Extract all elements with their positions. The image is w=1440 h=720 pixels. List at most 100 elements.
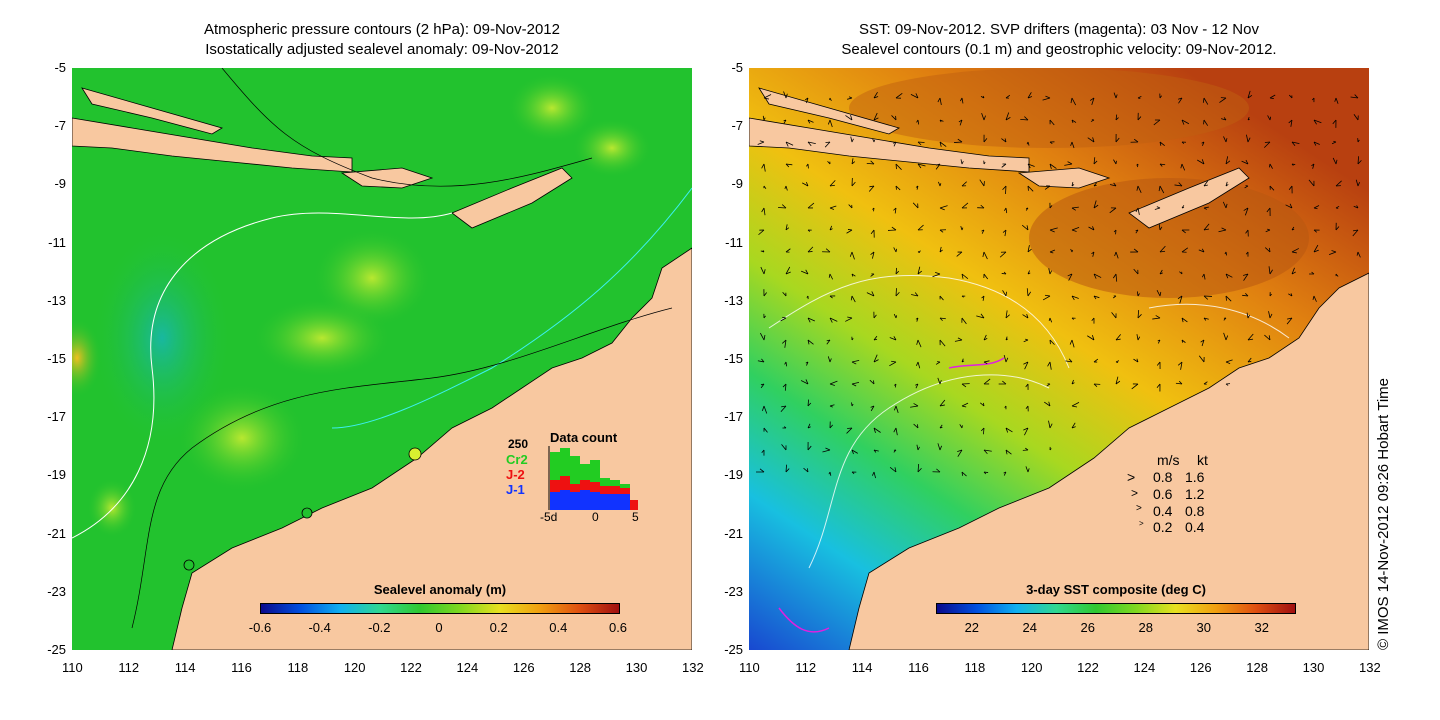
velocity-arrow	[1291, 267, 1296, 275]
velocity-arrow	[979, 179, 985, 187]
velocity-arrow	[1286, 317, 1293, 325]
velocity-arrow	[1156, 290, 1162, 297]
velocity-arrow	[998, 380, 1007, 385]
velocity-arrow	[763, 289, 767, 297]
velocity-arrow	[1025, 383, 1029, 390]
sumba-island	[1017, 167, 1111, 189]
velocity-arrow	[939, 339, 946, 347]
velocity-arrow	[932, 468, 941, 473]
velocity-arrow	[1269, 292, 1272, 297]
velocity-arrow	[1025, 466, 1030, 473]
lon-tick-label: 116	[908, 660, 929, 675]
velocity-arrow	[1113, 229, 1117, 235]
velocity-arrow	[935, 163, 941, 170]
velocity-arrow	[1093, 157, 1098, 165]
velocity-arrow	[1111, 312, 1117, 319]
velocity-arrow	[1264, 141, 1271, 148]
velocity-arrow	[895, 267, 900, 275]
lat-tick-label: -9	[54, 176, 66, 192]
lon-tick-label: 122	[1077, 660, 1099, 675]
velocity-arrow	[961, 273, 969, 280]
velocity-arrow	[916, 339, 922, 348]
velocity-arrow	[762, 115, 766, 121]
tide-gauge-marker	[301, 507, 313, 519]
sealevel-contour	[1148, 303, 1290, 339]
velocity-arrow	[959, 424, 963, 429]
velocity-arrow	[1353, 205, 1359, 209]
velocity-arrow	[1093, 273, 1102, 279]
velocity-arrow	[851, 158, 856, 165]
velocity-arrow	[1245, 229, 1249, 237]
velocity-arrow	[1089, 97, 1095, 106]
velocity-arrow	[1049, 249, 1056, 254]
velocity-arrow	[960, 159, 964, 165]
velocity-arrow	[873, 354, 879, 363]
velocity-arrow	[1223, 136, 1228, 143]
warm-sst-patch	[849, 68, 1249, 148]
sealevel-colorbar	[260, 603, 620, 614]
velocity-arrow	[939, 119, 944, 123]
velocity-arrow	[827, 161, 831, 165]
inset-xtick: 5	[632, 510, 639, 524]
velocity-arrow	[1087, 335, 1095, 341]
velocity-arrow	[1200, 339, 1205, 347]
high-anomaly-patch	[507, 73, 597, 143]
velocity-arrow	[1022, 447, 1029, 451]
velocity-arrow	[800, 379, 809, 385]
velocity-arrow	[1042, 95, 1051, 101]
left-title-line2: Isostatically adjusted sealevel anomaly:…	[205, 41, 559, 58]
velocity-arrow	[1247, 90, 1253, 99]
velocity-arrow	[939, 424, 943, 429]
velocity-legend-ms: 0.8	[1153, 469, 1173, 485]
velocity-arrow	[851, 359, 860, 365]
velocity-arrow	[785, 141, 794, 147]
velocity-arrow	[1334, 97, 1339, 104]
velocity-arrow	[1312, 295, 1317, 302]
velocity-arrow	[822, 447, 831, 453]
velocity-arrow	[1247, 117, 1250, 121]
velocity-arrow	[1005, 94, 1011, 99]
velocity-arrow	[939, 246, 943, 253]
velocity-arrow	[1043, 401, 1051, 407]
velocity-arrow	[873, 427, 881, 434]
velocity-arrow	[1241, 159, 1249, 165]
velocity-arrow	[782, 339, 787, 348]
lon-tick-label: 110	[62, 660, 83, 675]
lat-tick-label: -17	[47, 409, 66, 425]
velocity-arrow	[1001, 271, 1007, 275]
velocity-arrow	[1093, 295, 1100, 300]
warm-sst-patch	[1029, 178, 1309, 298]
velocity-arrow	[806, 163, 809, 169]
velocity-arrow	[1044, 185, 1051, 190]
velocity-arrow	[870, 273, 875, 277]
velocity-arrow	[762, 405, 768, 414]
velocity-arrow	[824, 141, 831, 148]
velocity-arrow	[981, 295, 985, 301]
velocity-legend-ms: 0.6	[1153, 486, 1173, 502]
lat-tick-label: -7	[731, 118, 743, 134]
velocity-arrow	[1328, 250, 1337, 255]
velocity-arrow	[761, 207, 766, 216]
velocity-arrow	[935, 361, 941, 365]
colorbar-tick-label: 30	[1196, 620, 1212, 635]
velocity-arrow	[1335, 222, 1340, 231]
velocity-arrow	[1159, 269, 1163, 275]
velocity-arrow	[780, 316, 787, 322]
sumba-island	[340, 167, 434, 189]
velocity-arrow	[1313, 244, 1319, 253]
velocity-arrow	[851, 471, 857, 475]
velocity-arrow	[1203, 381, 1208, 385]
velocity-arrow	[1042, 294, 1051, 301]
velocity-arrow	[1245, 251, 1249, 257]
velocity-arrow	[917, 141, 925, 146]
velocity-arrow	[1093, 182, 1097, 187]
velocity-arrow	[1247, 357, 1252, 363]
velocity-arrow	[1201, 273, 1206, 280]
velocity-arrow	[784, 185, 788, 191]
velocity-arrow	[1225, 156, 1231, 165]
lon-tick-label: 118	[964, 660, 986, 675]
sealevel-contour	[72, 212, 453, 539]
velocity-arrow	[851, 273, 856, 277]
velocity-arrow	[827, 356, 832, 363]
velocity-arrow	[1244, 185, 1249, 189]
